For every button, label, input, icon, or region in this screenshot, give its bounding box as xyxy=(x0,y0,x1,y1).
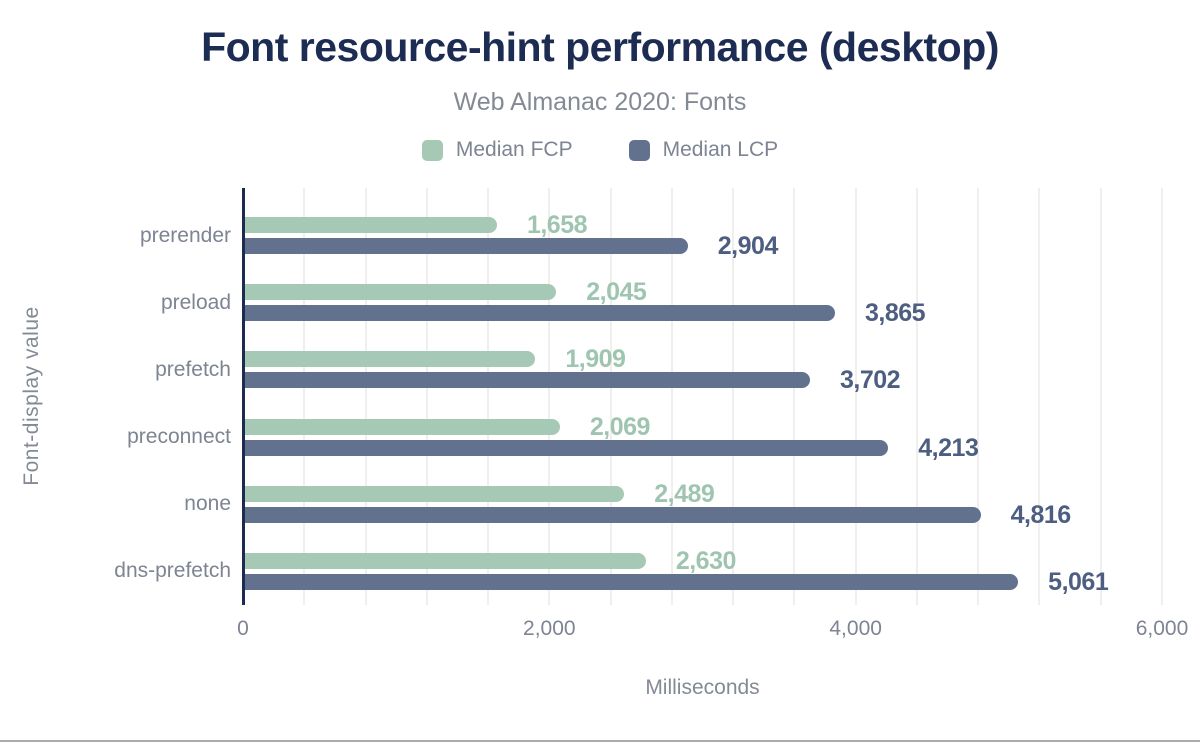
category-label: dns-prefetch xyxy=(114,559,231,583)
bar-group: 2,045 3,865 xyxy=(243,269,1162,336)
minor-gridline xyxy=(548,188,551,605)
minor-gridline xyxy=(303,188,306,605)
bars-container: 1,658 2,904 2,045 3,865 1,909 3,702 2,069 4,213… xyxy=(243,202,1162,605)
category-axis-labels: prerender preload prefetch preconnect none dn… xyxy=(0,202,231,605)
bar-median-fcp xyxy=(243,217,497,234)
bar-row: 2,904 xyxy=(243,232,1162,261)
x-axis-tick-labels: 0 2,000 4,000 6,000 xyxy=(237,617,1188,643)
bar-median-fcp xyxy=(243,418,560,435)
legend-swatch-icon xyxy=(628,139,650,161)
minor-gridline xyxy=(609,188,612,605)
minor-gridline xyxy=(977,188,980,605)
bar-median-fcp xyxy=(243,485,625,502)
legend-label: Median FCP xyxy=(455,138,573,161)
chart-title: Font resource-hint performance (desktop) xyxy=(201,24,999,70)
legend-item-median-fcp: Median FCP xyxy=(421,138,573,162)
bar-median-lcp xyxy=(243,573,1019,590)
minor-gridline xyxy=(732,188,735,605)
bar-value-label: 5,061 xyxy=(1048,567,1109,596)
bar-value-label: 2,069 xyxy=(589,412,651,441)
x-tick-label: 4,000 xyxy=(829,617,882,640)
bar-row: 1,909 xyxy=(243,345,1162,374)
bar-group: 2,069 4,213 xyxy=(243,404,1162,471)
y-axis-line xyxy=(242,188,245,605)
bar-value-label: 1,658 xyxy=(526,211,588,240)
bar-median-fcp xyxy=(243,284,557,301)
bar-median-lcp xyxy=(243,238,688,255)
minor-gridline xyxy=(670,188,673,605)
bar-value-label: 4,213 xyxy=(918,433,979,462)
x-tick-label: 0 xyxy=(237,617,249,640)
bar-value-label: 3,702 xyxy=(840,366,901,395)
legend-swatch-icon xyxy=(421,139,443,161)
bar-row: 1,658 xyxy=(243,211,1162,240)
bar-median-lcp xyxy=(243,506,981,523)
bar-row: 4,816 xyxy=(243,500,1162,529)
bar-row: 2,489 xyxy=(243,479,1162,508)
x-axis-title: Milliseconds xyxy=(645,676,760,699)
bar-median-lcp xyxy=(243,372,811,389)
minor-gridline xyxy=(1161,188,1163,605)
bar-value-label: 2,904 xyxy=(717,232,779,261)
minor-gridline xyxy=(854,188,857,605)
plot-area: 1,658 2,904 2,045 3,865 1,909 3,702 2,069 4,213… xyxy=(242,188,1163,605)
category-label: prerender xyxy=(139,223,231,247)
bar-value-label: 2,630 xyxy=(675,546,737,575)
bar-median-lcp xyxy=(243,305,835,322)
bar-median-lcp xyxy=(243,439,889,456)
minor-gridline xyxy=(915,188,918,605)
bar-row: 2,630 xyxy=(243,546,1162,575)
bar-value-label: 2,489 xyxy=(654,479,715,508)
bar-value-label: 1,909 xyxy=(565,345,626,374)
legend-item-median-lcp: Median LCP xyxy=(628,138,779,162)
bar-value-label: 4,816 xyxy=(1010,500,1072,529)
bar-row: 5,061 xyxy=(243,567,1162,596)
bar-value-label: 3,865 xyxy=(864,299,926,328)
minor-gridline xyxy=(1099,188,1102,605)
bar-median-fcp xyxy=(243,552,646,569)
bar-group: 2,489 4,816 xyxy=(243,471,1162,538)
minor-gridline xyxy=(1038,188,1041,605)
bar-group: 2,630 5,061 xyxy=(243,538,1162,605)
bar-median-fcp xyxy=(243,351,536,368)
bar-value-label: 2,045 xyxy=(586,278,647,307)
x-tick-label: 2,000 xyxy=(523,617,576,640)
bar-row: 3,702 xyxy=(243,366,1162,395)
minor-gridline xyxy=(425,188,428,605)
legend-label: Median LCP xyxy=(662,138,779,161)
minor-gridline xyxy=(487,188,490,605)
bar-row: 2,045 xyxy=(243,278,1162,307)
category-label: prefetch xyxy=(155,357,231,381)
bar-row: 2,069 xyxy=(243,412,1162,441)
minor-gridline xyxy=(793,188,796,605)
bar-row: 3,865 xyxy=(243,299,1162,328)
category-label: preload xyxy=(160,290,231,314)
x-tick-label: 6,000 xyxy=(1135,617,1189,640)
legend: Median FCP Median LCP xyxy=(0,138,1200,162)
minor-gridline xyxy=(364,188,367,605)
chart-subtitle: Web Almanac 2020: Fonts xyxy=(453,88,747,116)
category-label: preconnect xyxy=(127,425,231,449)
bar-group: 1,909 3,702 xyxy=(243,336,1162,403)
category-label: none xyxy=(184,492,231,516)
bar-group: 1,658 2,904 xyxy=(243,202,1162,269)
bar-row: 4,213 xyxy=(243,433,1162,462)
